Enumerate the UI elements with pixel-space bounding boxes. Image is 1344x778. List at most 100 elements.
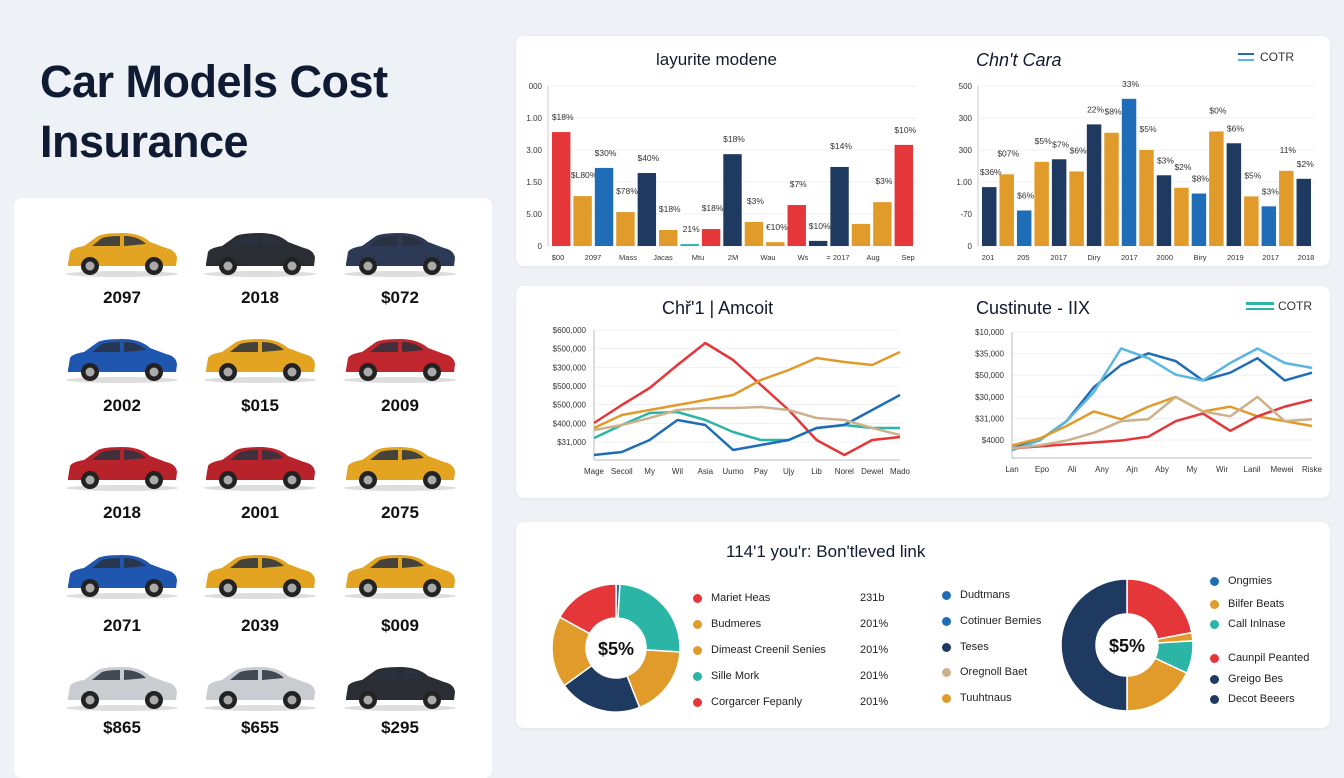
legend-label: Decot Beeers: [1228, 693, 1295, 705]
series-line: [593, 341, 901, 457]
bar: [1226, 143, 1242, 246]
x-tick-label: Sep: [901, 253, 914, 262]
car-image: [340, 334, 460, 384]
x-tick-label: Dewel: [861, 467, 883, 476]
bar-data-label: 21%: [683, 224, 700, 234]
legend-icon: [1246, 302, 1274, 310]
y-tick-label: $50,000: [975, 371, 1004, 380]
bar-data-label: $40%: [637, 153, 659, 163]
bar-data-label: $L80%: [571, 170, 598, 180]
bar-data-label: $30%: [595, 148, 617, 158]
x-tick-label: Biry: [1194, 253, 1207, 262]
legend-dot-icon: [1210, 576, 1219, 586]
x-tick-label: Lib: [811, 467, 822, 476]
car-image: [62, 442, 182, 492]
car-cost-label: $009: [381, 616, 419, 635]
x-tick-label: My: [1187, 465, 1198, 474]
car-cost-label: 2018: [103, 503, 141, 522]
donut-slice: [558, 583, 617, 635]
legend-value: 231b: [860, 592, 885, 604]
x-tick-label: 2018: [1298, 253, 1315, 262]
bar: [894, 144, 913, 246]
legend-item: Dudtmans: [942, 589, 1010, 601]
bar-data-label: $14%: [830, 141, 852, 151]
x-tick-label: Ujy: [783, 467, 795, 476]
y-tick-label: $31,000: [557, 438, 586, 447]
legend-dot-icon: [693, 645, 702, 655]
donut-center-label: $5%: [598, 639, 634, 659]
bar-data-label: $3%: [1157, 155, 1174, 165]
y-tick-label: $31,000: [975, 414, 1004, 423]
x-tick-label: Aug: [866, 253, 879, 262]
series-line: [1011, 398, 1313, 450]
legend-label: Corgarcer Fepanly: [711, 696, 803, 708]
bar: [808, 240, 828, 246]
bar-data-label: $2%: [1297, 159, 1314, 169]
bar-data-label: $18%: [552, 112, 574, 122]
x-tick-label: 2097: [585, 253, 602, 262]
bar: [1086, 124, 1102, 246]
x-tick-label: 2019: [1227, 253, 1244, 262]
legend-label: Ongmies: [1228, 575, 1273, 587]
legend-label: Cotinuer Bemies: [960, 615, 1042, 627]
bar: [594, 167, 614, 246]
bar-data-label: $5%: [1035, 136, 1052, 146]
bar: [637, 173, 657, 246]
chart-title: 114'1 you'r: Bon'tleved link: [726, 542, 926, 561]
legend-item: Ongmies: [1210, 575, 1272, 587]
bar-data-label: $2%: [1174, 162, 1191, 172]
bar-data-label: $3%: [1262, 186, 1279, 196]
x-tick-label: Mado: [890, 467, 911, 476]
bar: [1191, 193, 1207, 246]
chart-title: layurite modene: [656, 50, 777, 69]
legend-item: Teses: [942, 641, 989, 653]
y-tick-label: 0: [538, 242, 543, 251]
bar-data-label: $6%: [1070, 145, 1087, 155]
car-image: [340, 662, 460, 712]
bar-data-label: $07%: [997, 148, 1019, 158]
x-tick-label: Secoil: [611, 467, 633, 476]
x-tick-label: Ajn: [1126, 465, 1138, 474]
bar-data-label: €10%: [766, 222, 788, 232]
x-tick-label: Wir: [1216, 465, 1228, 474]
x-tick-label: 205: [1017, 253, 1030, 262]
legend-item: Greigo Bes: [1210, 673, 1283, 685]
x-tick-label: Jacas: [653, 253, 673, 262]
legend-dot-icon: [693, 619, 702, 629]
bar: [873, 202, 892, 246]
y-tick-label: 300: [959, 114, 973, 123]
bar-data-label: $18%: [723, 134, 745, 144]
legend-dot-icon: [1210, 653, 1219, 663]
car-image: [200, 442, 320, 492]
legend-label: Sille Mork: [711, 670, 760, 682]
car-cost-label: 2075: [381, 503, 419, 522]
x-tick-label: 2017: [1121, 253, 1138, 262]
car-image: [200, 334, 320, 384]
car-cost-label: 2097: [103, 288, 141, 307]
bar: [680, 244, 699, 246]
bar-data-label: 33%: [1122, 79, 1139, 89]
legend-label: Caunpil Peanted: [1228, 652, 1310, 664]
legend-dot-icon: [693, 593, 702, 603]
legend-item: Bilfer Beats: [1210, 598, 1284, 610]
legend-label: COTR: [1278, 299, 1312, 313]
car-cost-label: $295: [381, 718, 419, 737]
bar-data-label: $18%: [702, 203, 724, 213]
x-tick-label: 201: [982, 253, 995, 262]
car-image: [62, 334, 182, 384]
car-image: [340, 550, 460, 600]
bar-data-label: $10%: [894, 125, 916, 135]
bar-data-label: $7%: [790, 179, 807, 189]
x-tick-label: Mage: [584, 467, 605, 476]
x-tick-label: My: [644, 467, 655, 476]
legend-dot-icon: [693, 697, 702, 707]
y-tick-label: $500,000: [553, 345, 587, 354]
legend-dot-icon: [1210, 599, 1219, 609]
bar-data-label: $7%: [1052, 139, 1069, 149]
page-title: Car Models Cost Insurance: [40, 52, 388, 172]
bar: [1174, 187, 1189, 246]
bar: [1279, 170, 1294, 246]
bar: [1069, 171, 1084, 246]
donut-center-label: $5%: [1109, 636, 1145, 656]
